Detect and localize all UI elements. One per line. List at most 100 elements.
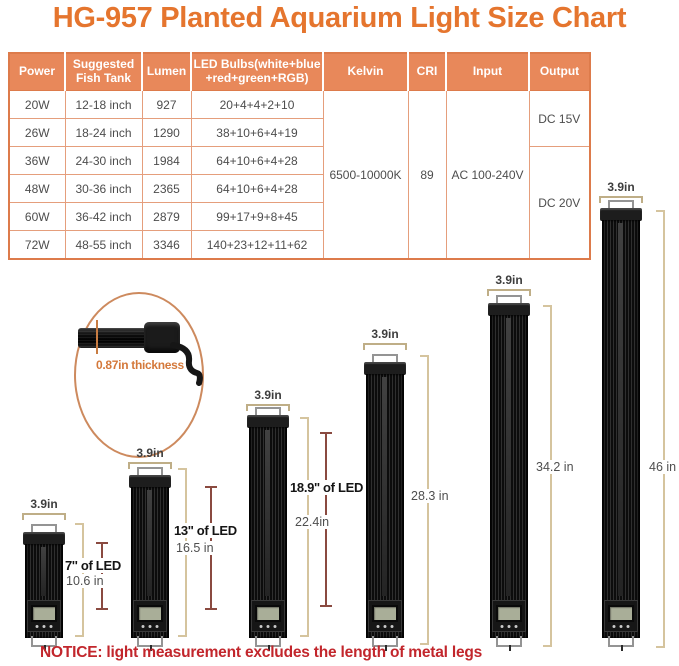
display-buttons	[259, 625, 277, 628]
lcd-screen	[137, 605, 163, 622]
table-row: 36W 24-30 inch 1984 64+10+6+4+28 DC 20V	[8, 146, 591, 260]
total-length-label: 10.6 in	[64, 574, 106, 588]
cell-cri: 89	[407, 90, 447, 260]
table-row: 48W 30-36 inch 2365 64+10+6+4+28	[8, 174, 590, 203]
light-body	[602, 220, 640, 638]
cell-tank: 12-18 inch	[64, 90, 143, 119]
light-illustration	[247, 407, 289, 651]
page-title: HG-957 Planted Aquarium Light Size Chart	[52, 2, 627, 34]
cell-power: 20W	[8, 90, 66, 119]
width-bracket	[246, 404, 290, 412]
thickness-label: 0.87in thickness	[96, 358, 184, 372]
metal-leg-bottom	[372, 636, 398, 651]
spec-table-wrap: Power Suggested Fish Tank Lumen LED Bulb…	[8, 52, 591, 260]
cell-led: 64+10+6+4+28	[190, 146, 324, 175]
cell-power: 26W	[8, 118, 66, 147]
light-body	[131, 487, 169, 638]
metal-leg-top	[496, 295, 522, 306]
cell-led: 38+10+6+4+19	[190, 118, 324, 147]
metal-leg-bottom	[255, 636, 281, 651]
light-illustration	[23, 524, 65, 651]
light-side-view-tube	[78, 328, 146, 348]
width-label: 3.9in	[495, 273, 523, 287]
table-header-row: Power Suggested Fish Tank Lumen LED Bulb…	[9, 53, 590, 91]
light-endcap	[23, 532, 65, 545]
cell-power: 72W	[8, 230, 66, 260]
col-header-cri: CRI	[407, 53, 446, 91]
width-label: 3.9in	[607, 180, 635, 194]
display-buttons	[612, 625, 630, 628]
table-row: 60W 36-42 inch 2879 99+17+9+8+45	[8, 202, 590, 231]
light-body	[25, 544, 63, 638]
spec-table: Power Suggested Fish Tank Lumen LED Bulb…	[8, 52, 591, 260]
width-bracket	[599, 196, 643, 204]
cell-kelvin: 6500-10000K	[322, 90, 409, 260]
table-row: 26W 18-24 inch 1290 38+10+6+4+19	[8, 118, 590, 147]
cell-tank: 36-42 inch	[64, 202, 143, 231]
timer-display	[27, 600, 61, 632]
metal-leg-top	[255, 407, 281, 418]
length-dimension-line	[656, 210, 665, 648]
width-label: 3.9in	[30, 497, 58, 511]
total-length-label: 16.5 in	[174, 541, 216, 555]
total-length-label: 34.2 in	[534, 460, 576, 474]
table-row: 20W 12-18 inch 927 20+4+4+2+10 6500-1000…	[8, 90, 591, 260]
col-header-lumen: Lumen	[141, 53, 191, 91]
cell-tank: 18-24 inch	[64, 118, 143, 147]
light-endcap	[488, 303, 530, 316]
light-lens	[41, 547, 46, 596]
lcd-screen	[372, 605, 398, 622]
cell-lumen: 2879	[141, 202, 192, 231]
metal-leg-top	[372, 354, 398, 365]
cell-input: AC 100-240V	[445, 90, 530, 260]
light-endcap	[129, 475, 171, 488]
cell-tank: 24-30 inch	[64, 146, 143, 175]
col-header-output: Output	[528, 53, 590, 91]
display-buttons	[35, 625, 53, 628]
light-endcap	[247, 415, 289, 428]
light-lens	[265, 430, 270, 596]
led-length-label: 7'' of LED	[63, 558, 123, 573]
metal-leg-bottom	[137, 636, 163, 651]
light-illustration	[364, 354, 406, 651]
cell-led: 20+4+4+2+10	[190, 90, 324, 119]
led-length-label: 13'' of LED	[172, 523, 239, 538]
metal-leg-top	[31, 524, 57, 535]
light-illustration	[129, 467, 171, 651]
cell-tank: 48-55 inch	[64, 230, 143, 260]
cell-tank: 30-36 inch	[64, 174, 143, 203]
length-dimension-line	[543, 305, 552, 647]
width-bracket	[363, 343, 407, 351]
light-illustration	[488, 295, 530, 651]
col-header-tank: Suggested Fish Tank	[64, 53, 142, 91]
display-buttons	[376, 625, 394, 628]
cell-lumen: 2365	[141, 174, 192, 203]
width-label: 3.9in	[136, 446, 164, 460]
light-lens	[506, 318, 511, 596]
lcd-screen	[31, 605, 57, 622]
metal-leg-top	[608, 200, 634, 211]
lcd-screen	[608, 605, 634, 622]
metal-leg-bottom	[496, 636, 522, 651]
total-length-label: 46 in	[647, 460, 679, 474]
width-bracket	[22, 513, 66, 521]
metal-leg-hook	[170, 342, 203, 386]
light-lens	[382, 377, 387, 596]
cell-lumen: 3346	[141, 230, 192, 260]
cell-lumen: 1290	[141, 118, 192, 147]
total-length-label: 28.3 in	[409, 489, 451, 503]
timer-display	[133, 600, 167, 632]
timer-display	[368, 600, 402, 632]
lcd-screen	[496, 605, 522, 622]
light-body	[366, 374, 404, 638]
lcd-screen	[255, 605, 281, 622]
light-endcap	[600, 208, 642, 221]
led-length-label: 18.9'' of LED	[288, 480, 366, 495]
col-header-power: Power	[9, 53, 65, 91]
width-label: 3.9in	[254, 388, 282, 402]
width-label: 3.9in	[371, 327, 399, 341]
cell-lumen: 1984	[141, 146, 192, 175]
cell-power: 60W	[8, 202, 66, 231]
light-endcap	[364, 362, 406, 375]
